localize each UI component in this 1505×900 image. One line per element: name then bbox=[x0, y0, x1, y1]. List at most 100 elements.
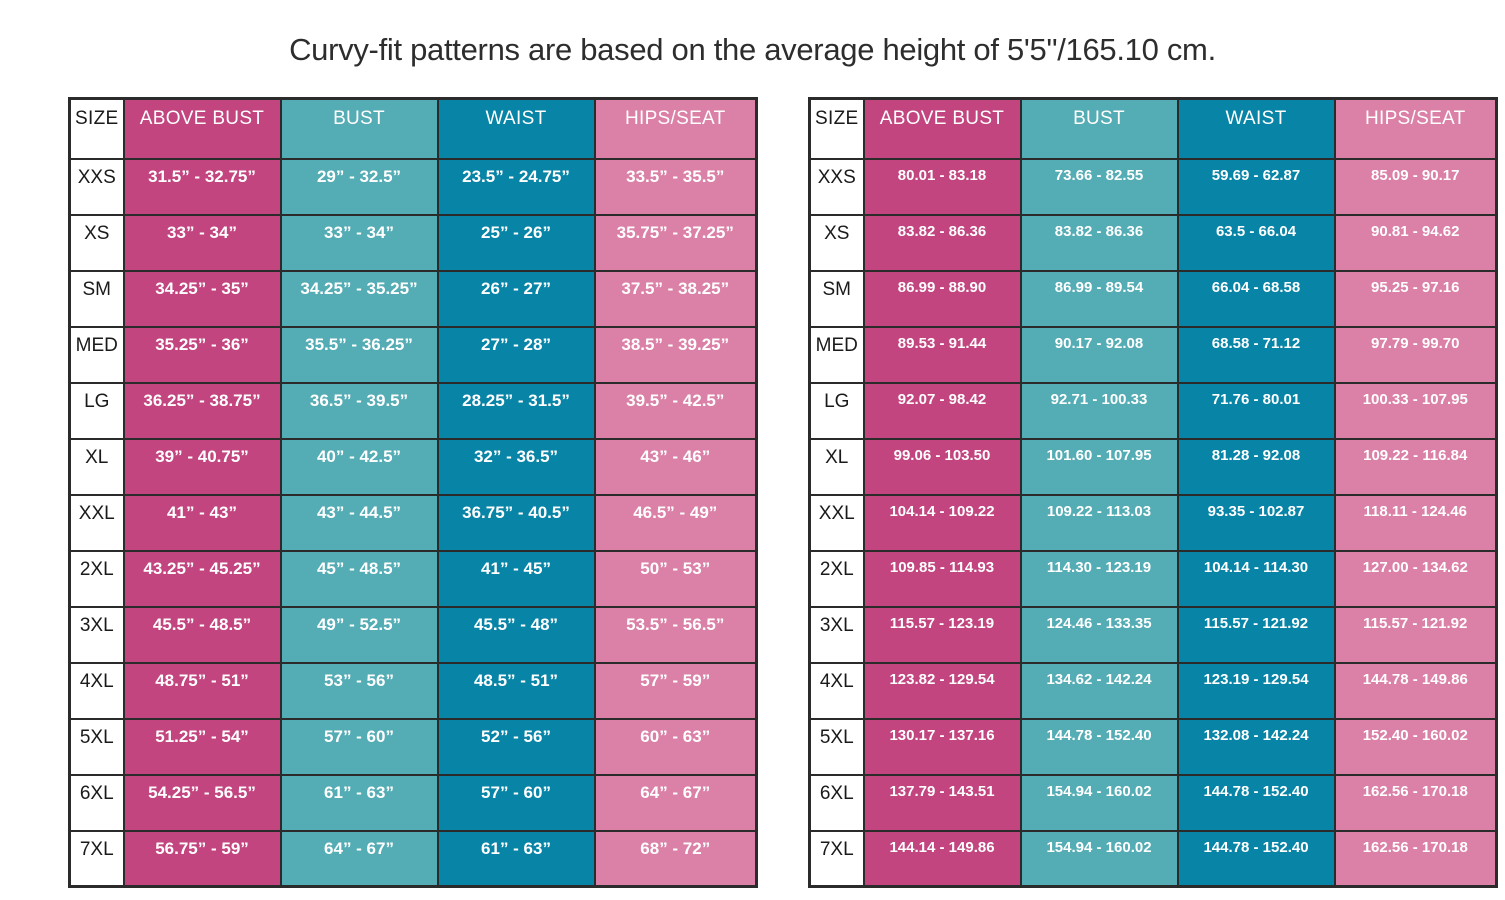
size-label: XXL bbox=[68, 493, 125, 552]
measurement-cell: 92.07 - 98.42 bbox=[862, 381, 1022, 440]
size-label: XXS bbox=[68, 157, 125, 216]
measurement-cell: 26” - 27” bbox=[436, 269, 596, 328]
measurement-cell: 46.5” - 49” bbox=[593, 493, 758, 552]
table-row: 7XL 56.75” - 59” 64” - 67” 61” - 63” 68” - 7… bbox=[68, 829, 758, 888]
measurement-cell: 97.79 - 99.70 bbox=[1333, 325, 1498, 384]
measurement-cell: 100.33 - 107.95 bbox=[1333, 381, 1498, 440]
measurement-cell: 61” - 63” bbox=[279, 773, 439, 832]
measurement-cell: 53.5” - 56.5” bbox=[593, 605, 758, 664]
size-label: LG bbox=[808, 381, 865, 440]
size-label: 6XL bbox=[808, 773, 865, 832]
measurement-cell: 162.56 - 170.18 bbox=[1333, 773, 1498, 832]
table-row: LG 36.25” - 38.75” 36.5” - 39.5” 28.25” - 3… bbox=[68, 381, 758, 440]
measurement-cell: 32” - 36.5” bbox=[436, 437, 596, 496]
size-label: SM bbox=[808, 269, 865, 328]
measurement-cell: 49” - 52.5” bbox=[279, 605, 439, 664]
measurement-cell: 41” - 45” bbox=[436, 549, 596, 608]
measurement-cell: 52” - 56” bbox=[436, 717, 596, 776]
measurement-cell: 115.57 - 121.92 bbox=[1333, 605, 1498, 664]
size-table-inches: SIZE ABOVE BUST BUST WAIST HIPS/SEAT XXS 31.5”… bbox=[68, 97, 758, 888]
measurement-cell: 35.75” - 37.25” bbox=[593, 213, 758, 272]
measurement-cell: 109.22 - 113.03 bbox=[1019, 493, 1179, 552]
measurement-cell: 43” - 44.5” bbox=[279, 493, 439, 552]
table-row: MED 35.25” - 36” 35.5” - 36.25” 27” - 28” 38… bbox=[68, 325, 758, 384]
measurement-cell: 57” - 60” bbox=[436, 773, 596, 832]
measurement-cell: 144.78 - 149.86 bbox=[1333, 661, 1498, 720]
measurement-cell: 123.19 - 129.54 bbox=[1176, 661, 1336, 720]
measurement-cell: 104.14 - 114.30 bbox=[1176, 549, 1336, 608]
measurement-cell: 86.99 - 89.54 bbox=[1019, 269, 1179, 328]
measurement-cell: 130.17 - 137.16 bbox=[862, 717, 1022, 776]
table-row: XXS 80.01 - 83.18 73.66 - 82.55 59.69 - 62.… bbox=[808, 157, 1498, 216]
measurement-cell: 35.25” - 36” bbox=[122, 325, 282, 384]
table-row: 4XL 48.75” - 51” 53” - 56” 48.5” - 51” 57” -… bbox=[68, 661, 758, 720]
header-row: SIZE ABOVE BUST BUST WAIST HIPS/SEAT bbox=[68, 97, 758, 160]
size-label: LG bbox=[68, 381, 125, 440]
measurement-cell: 64” - 67” bbox=[279, 829, 439, 888]
size-label: 5XL bbox=[808, 717, 865, 776]
size-label: 4XL bbox=[68, 661, 125, 720]
column-header-above_bust: ABOVE BUST bbox=[862, 97, 1022, 160]
measurement-cell: 39” - 40.75” bbox=[122, 437, 282, 496]
table-row: XL 99.06 - 103.50 101.60 - 107.95 81.28 - 9… bbox=[808, 437, 1498, 496]
measurement-cell: 109.22 - 116.84 bbox=[1333, 437, 1498, 496]
measurement-cell: 34.25” - 35” bbox=[122, 269, 282, 328]
measurement-cell: 43.25” - 45.25” bbox=[122, 549, 282, 608]
table-row: LG 92.07 - 98.42 92.71 - 100.33 71.76 - 80.… bbox=[808, 381, 1498, 440]
measurement-cell: 33” - 34” bbox=[279, 213, 439, 272]
measurement-cell: 40” - 42.5” bbox=[279, 437, 439, 496]
measurement-cell: 37.5” - 38.25” bbox=[593, 269, 758, 328]
measurement-cell: 25” - 26” bbox=[436, 213, 596, 272]
measurement-cell: 152.40 - 160.02 bbox=[1333, 717, 1498, 776]
measurement-cell: 86.99 - 88.90 bbox=[862, 269, 1022, 328]
measurement-cell: 63.5 - 66.04 bbox=[1176, 213, 1336, 272]
measurement-cell: 64” - 67” bbox=[593, 773, 758, 832]
measurement-cell: 45.5” - 48.5” bbox=[122, 605, 282, 664]
measurement-cell: 23.5” - 24.75” bbox=[436, 157, 596, 216]
table-row: 7XL 144.14 - 149.86 154.94 - 160.02 144.78 … bbox=[808, 829, 1498, 888]
page-title: Curvy-fit patterns are based on the aver… bbox=[289, 32, 1216, 67]
table-row: 4XL 123.82 - 129.54 134.62 - 142.24 123.19 … bbox=[808, 661, 1498, 720]
measurement-cell: 53” - 56” bbox=[279, 661, 439, 720]
column-header-waist: WAIST bbox=[1176, 97, 1336, 160]
size-label: 4XL bbox=[808, 661, 865, 720]
size-table-centimeters: SIZE ABOVE BUST BUST WAIST HIPS/SEAT XXS 80.01… bbox=[808, 97, 1498, 888]
measurement-cell: 28.25” - 31.5” bbox=[436, 381, 596, 440]
measurement-cell: 33.5” - 35.5” bbox=[593, 157, 758, 216]
measurement-cell: 31.5” - 32.75” bbox=[122, 157, 282, 216]
measurement-cell: 36.5” - 39.5” bbox=[279, 381, 439, 440]
measurement-cell: 115.57 - 123.19 bbox=[862, 605, 1022, 664]
measurement-cell: 45” - 48.5” bbox=[279, 549, 439, 608]
measurement-cell: 57” - 59” bbox=[593, 661, 758, 720]
table-row: 5XL 51.25” - 54” 57” - 60” 52” - 56” 60” - 6… bbox=[68, 717, 758, 776]
table-row: XS 83.82 - 86.36 83.82 - 86.36 63.5 - 66.04… bbox=[808, 213, 1498, 272]
column-header-bust: BUST bbox=[279, 97, 439, 160]
measurement-cell: 118.11 - 124.46 bbox=[1333, 493, 1498, 552]
measurement-cell: 124.46 - 133.35 bbox=[1019, 605, 1179, 664]
measurement-cell: 109.85 - 114.93 bbox=[862, 549, 1022, 608]
measurement-cell: 43” - 46” bbox=[593, 437, 758, 496]
size-label: 2XL bbox=[68, 549, 125, 608]
column-header-bust: BUST bbox=[1019, 97, 1179, 160]
table-row: 3XL 45.5” - 48.5” 49” - 52.5” 45.5” - 48” 53… bbox=[68, 605, 758, 664]
measurement-cell: 90.81 - 94.62 bbox=[1333, 213, 1498, 272]
measurement-cell: 54.25” - 56.5” bbox=[122, 773, 282, 832]
table-row: SM 86.99 - 88.90 86.99 - 89.54 66.04 - 68.5… bbox=[808, 269, 1498, 328]
column-header-above_bust: ABOVE BUST bbox=[122, 97, 282, 160]
measurement-cell: 48.5” - 51” bbox=[436, 661, 596, 720]
size-label: XXS bbox=[808, 157, 865, 216]
size-label: XXL bbox=[808, 493, 865, 552]
measurement-cell: 95.25 - 97.16 bbox=[1333, 269, 1498, 328]
measurement-cell: 104.14 - 109.22 bbox=[862, 493, 1022, 552]
measurement-cell: 66.04 - 68.58 bbox=[1176, 269, 1336, 328]
size-label: XS bbox=[68, 213, 125, 272]
measurement-cell: 61” - 63” bbox=[436, 829, 596, 888]
measurement-cell: 92.71 - 100.33 bbox=[1019, 381, 1179, 440]
measurement-cell: 144.78 - 152.40 bbox=[1019, 717, 1179, 776]
size-label: XL bbox=[68, 437, 125, 496]
measurement-cell: 38.5” - 39.25” bbox=[593, 325, 758, 384]
measurement-cell: 115.57 - 121.92 bbox=[1176, 605, 1336, 664]
size-label: SM bbox=[68, 269, 125, 328]
measurement-cell: 57” - 60” bbox=[279, 717, 439, 776]
measurement-cell: 27” - 28” bbox=[436, 325, 596, 384]
